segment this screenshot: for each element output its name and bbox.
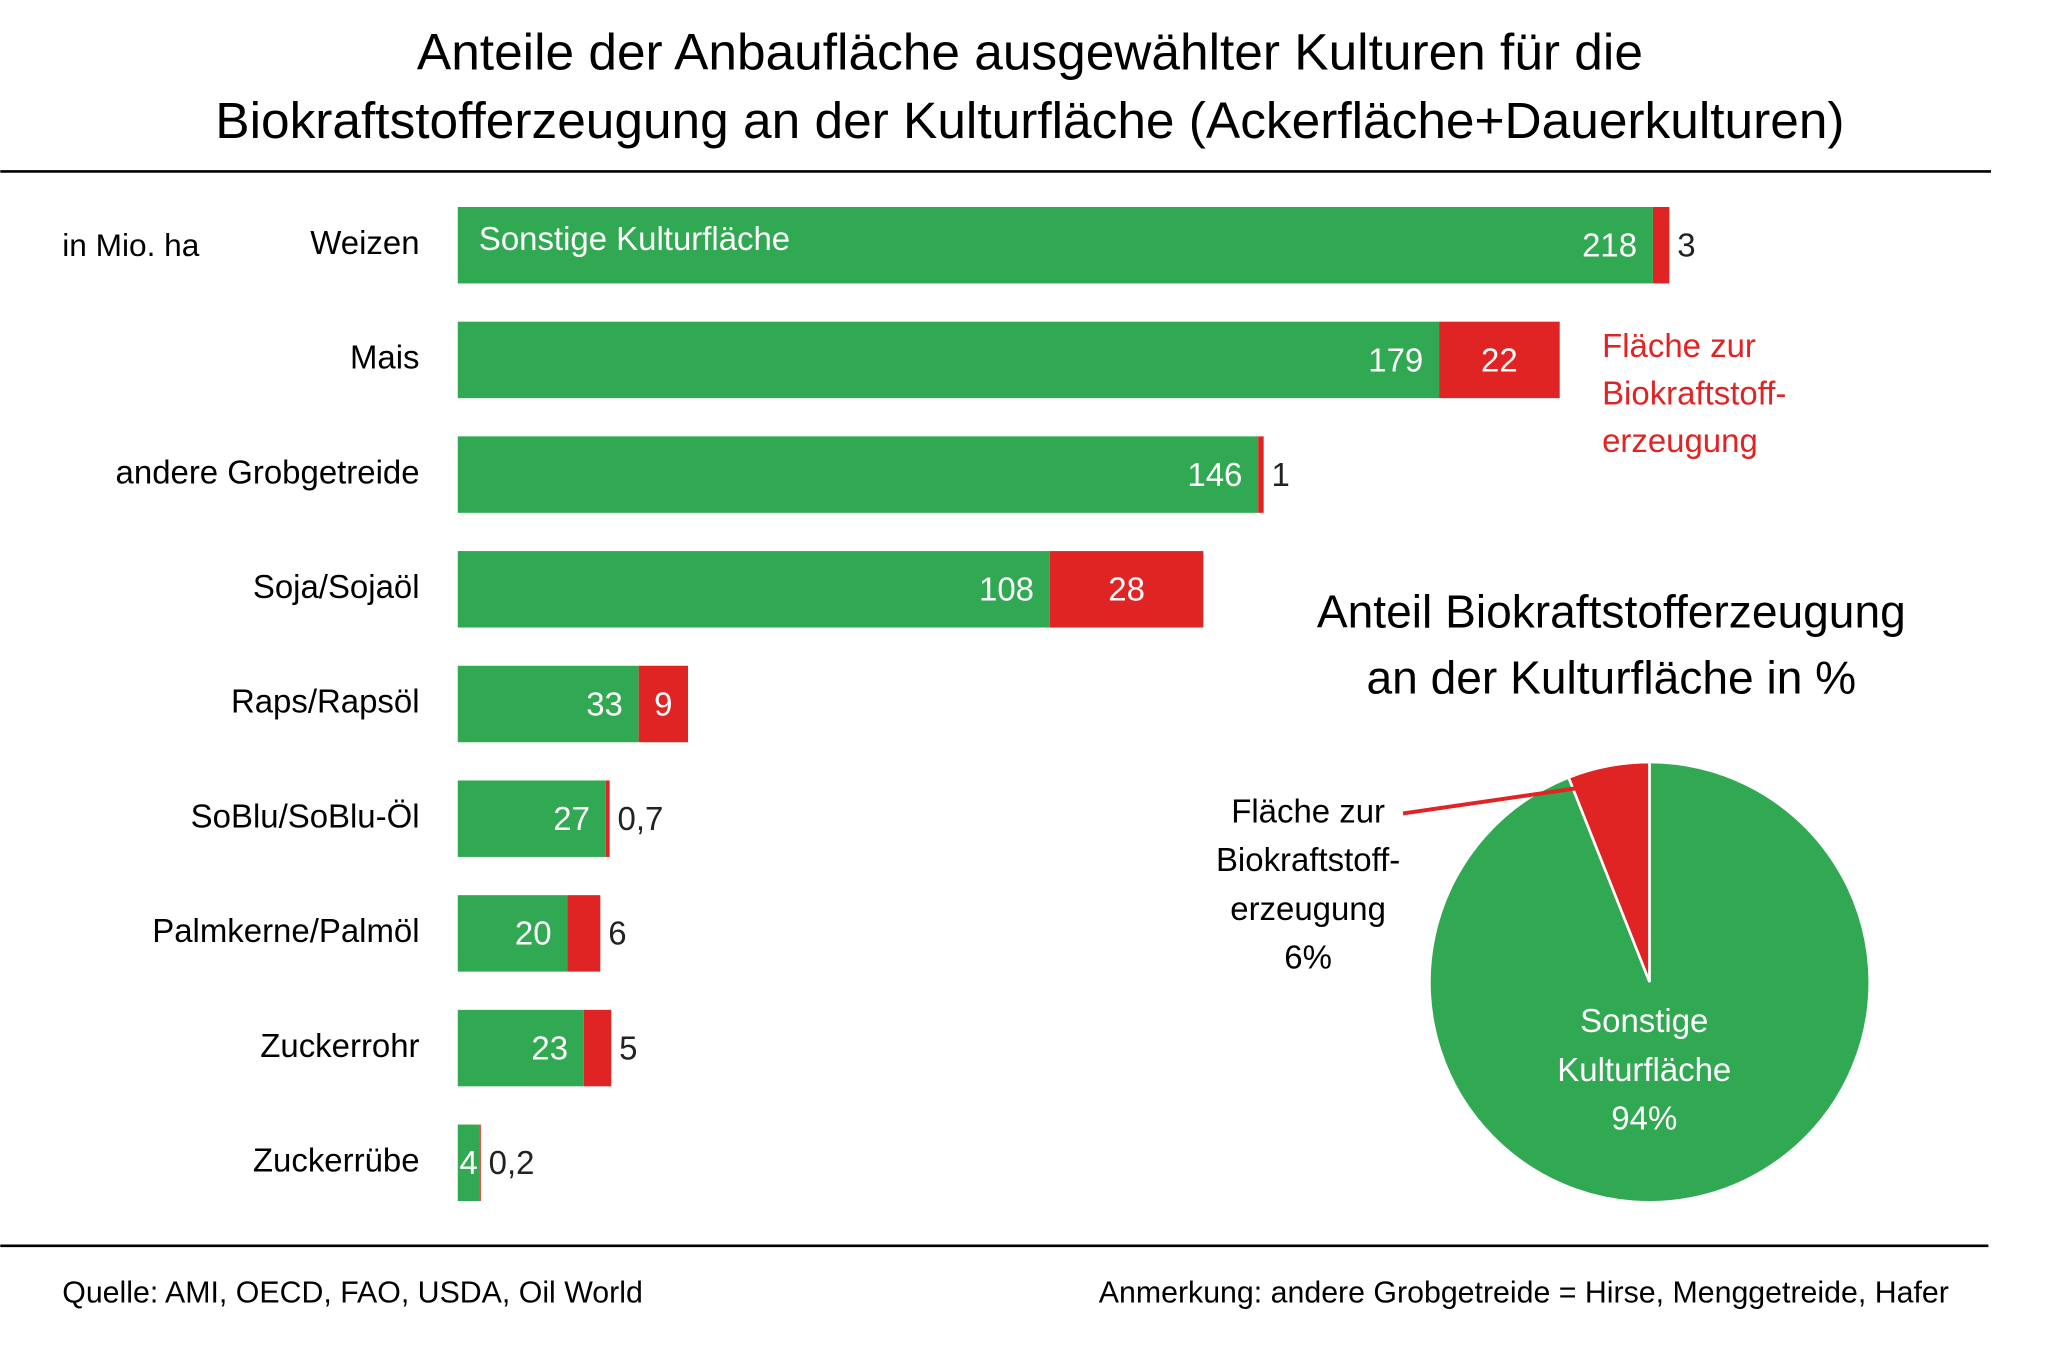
value-label: 4 (460, 1144, 478, 1181)
bar-segment (583, 1009, 612, 1087)
value-label: 23 (531, 1029, 568, 1066)
value-label: 6 (608, 915, 626, 952)
category-label: SoBlu/SoBlu-Öl (191, 797, 420, 834)
bar-segment (1439, 321, 1560, 399)
unit-label: in Mio. ha (62, 227, 200, 263)
value-label: 5 (619, 1029, 637, 1066)
value-label: 146 (1187, 456, 1242, 493)
bar-segment (457, 665, 639, 743)
pie-value-label: 94% (1611, 1099, 1677, 1136)
value-label: 20 (515, 915, 552, 952)
value-label: 9 (654, 685, 672, 722)
bar-segment (1652, 206, 1670, 284)
bar-segment (457, 1009, 584, 1087)
value-label: 27 (553, 800, 590, 837)
chart-title: Anteile der Anbaufläche ausgewählter Kul… (215, 22, 1844, 149)
pie-slice (1428, 760, 1872, 1204)
value-label: 0,2 (489, 1144, 535, 1181)
bar-segment (457, 551, 1050, 628)
value-label: 1 (1272, 456, 1290, 493)
category-label: Zuckerrübe (253, 1141, 420, 1178)
category-label: Palmkerne/Palmöl (152, 912, 419, 949)
bar-segment (457, 321, 1440, 399)
value-label: 33 (586, 685, 623, 722)
bar-segment (457, 895, 568, 972)
pie-label: Fläche zur Biokraftstoff-erzeugung (1216, 792, 1400, 927)
pie-value-label: 6% (1284, 938, 1332, 975)
leader-line (1402, 786, 1577, 816)
category-label: Soja/Sojaöl (253, 568, 420, 605)
bar-segment (457, 1124, 480, 1202)
value-label: 22 (1481, 341, 1518, 378)
value-label: 218 (1582, 227, 1637, 264)
bar-segment (457, 206, 1653, 284)
bar-segment (567, 895, 601, 972)
legend-label: Sonstige Kulturfläche (479, 220, 790, 257)
pie-label: Sonstige Kulturfläche (1557, 1002, 1731, 1088)
bar-segment (1258, 436, 1264, 513)
source: Quelle: AMI, OECD, FAO, USDA, Oil World (62, 1277, 643, 1310)
bar-segment (638, 665, 689, 743)
value-label: 28 (1108, 571, 1145, 608)
category-label: Zuckerrohr (260, 1027, 419, 1064)
category-label: Weizen (310, 224, 419, 261)
value-label: 108 (979, 571, 1034, 608)
legend-label: Fläche zur Biokraftstoff-erzeugung (1602, 327, 1786, 459)
value-label: 3 (1677, 227, 1695, 264)
category-label: Raps/Rapsöl (231, 683, 420, 720)
value-label: 0,7 (618, 800, 664, 837)
bar-segment (457, 780, 606, 857)
bar-segment (605, 780, 610, 857)
bar-segment (479, 1124, 481, 1202)
category-label: Mais (350, 339, 420, 376)
pie-title: Anteil Biokraftstofferzeugung an der Kult… (1317, 586, 1906, 704)
category-label: andere Grobgetreide (116, 453, 420, 490)
bar-segment (457, 436, 1259, 513)
value-label: 179 (1368, 341, 1423, 378)
note: Anmerkung: andere Grobgetreide = Hirse, … (1099, 1277, 1949, 1310)
bar-segment (1049, 551, 1204, 628)
